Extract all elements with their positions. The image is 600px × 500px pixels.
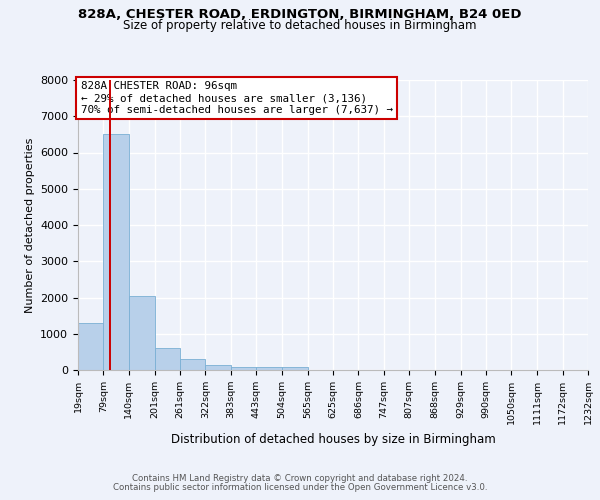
Bar [103,134,129,370]
Y-axis label: Number of detached properties: Number of detached properties [25,138,35,312]
Bar [180,360,205,370]
Bar [231,368,256,370]
Text: Contains public sector information licensed under the Open Government Licence v3: Contains public sector information licen… [113,484,487,492]
Bar [155,348,180,370]
Bar [129,296,155,370]
Text: 828A CHESTER ROAD: 96sqm
← 29% of detached houses are smaller (3,136)
70% of sem: 828A CHESTER ROAD: 96sqm ← 29% of detach… [80,82,392,114]
Bar [205,366,231,370]
Text: Contains HM Land Registry data © Crown copyright and database right 2024.: Contains HM Land Registry data © Crown c… [132,474,468,483]
Text: Distribution of detached houses by size in Birmingham: Distribution of detached houses by size … [170,432,496,446]
Bar [78,323,103,370]
Text: Size of property relative to detached houses in Birmingham: Size of property relative to detached ho… [123,18,477,32]
Bar [256,368,282,370]
Bar [282,366,308,370]
Text: 828A, CHESTER ROAD, ERDINGTON, BIRMINGHAM, B24 0ED: 828A, CHESTER ROAD, ERDINGTON, BIRMINGHA… [78,8,522,20]
